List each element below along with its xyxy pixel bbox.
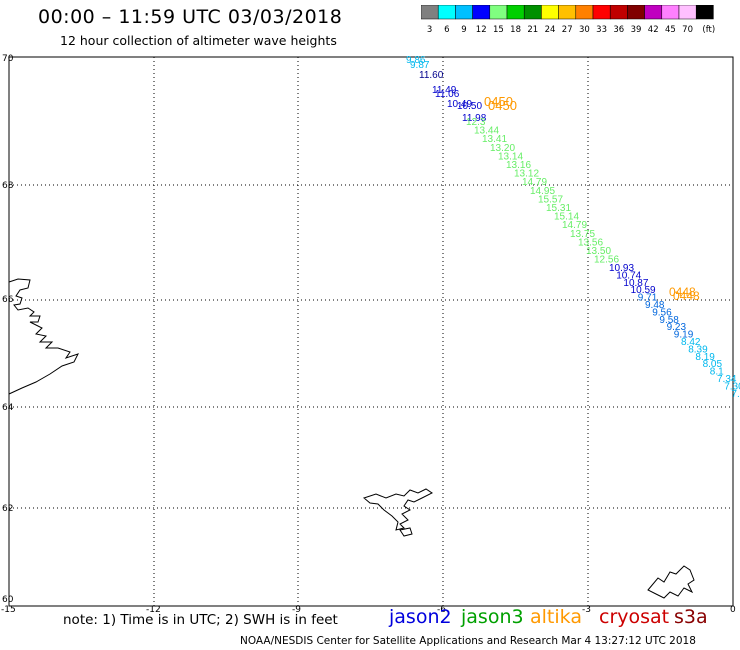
legend-altika: altika: [530, 606, 582, 628]
wave-height-label: 14.95: [530, 186, 555, 197]
page-subtitle: 12 hour collection of altimeter wave hei…: [60, 33, 337, 48]
lon-label: -15: [1, 605, 16, 615]
legend-jason3: jason3: [461, 606, 524, 628]
wave-height-label: 9.19: [674, 330, 694, 341]
wave-height-label: 12.56: [594, 255, 619, 266]
wave-height-label: 13.16: [506, 160, 531, 171]
lat-label: 62: [2, 504, 13, 514]
wave-height-label: 10.87: [623, 278, 648, 289]
wave-height-label: 8.39: [688, 344, 708, 355]
wave-height-label: 13.41: [482, 134, 507, 145]
wave-height-label: 7.30: [724, 381, 740, 392]
color-scale-label: 70: [682, 25, 693, 35]
lon-label: -12: [146, 605, 161, 615]
altika-wave-label: 0450: [484, 94, 513, 109]
wave-height-label: 11.06: [435, 89, 460, 100]
wave-height-label: 10.74: [616, 270, 641, 281]
wave-height-label: 9.58: [659, 315, 679, 326]
lon-label: -6: [437, 605, 446, 615]
color-scale-label: 9: [461, 25, 466, 35]
wave-height-label: 7.59: [731, 389, 740, 400]
altika-wave-label: 0448: [673, 289, 700, 303]
wave-height-label: 8.1: [710, 367, 724, 378]
color-scale-label: 3: [427, 25, 432, 35]
wave-height-label: 11.98: [462, 113, 487, 124]
lat-label: 68: [2, 181, 14, 191]
wave-height-label: 13.50: [586, 246, 611, 257]
shetland-islands-coastline: [647, 565, 695, 599]
color-scale-label: 24: [545, 25, 556, 35]
color-scale-label: 6: [444, 25, 449, 35]
color-scale-label: 30: [579, 25, 590, 35]
wave-height-label: 9.71: [638, 293, 658, 304]
wave-height-label: 12.3: [466, 117, 486, 128]
color-scale-label: 21: [527, 25, 538, 35]
wave-height-label: 13.14: [498, 151, 523, 162]
wave-height-label: 13.56: [578, 237, 603, 248]
wave-height-label: 15.57: [538, 194, 563, 205]
note-text: note: 1) Time is in UTC; 2) SWH is in fe…: [63, 612, 338, 628]
wave-height-label: 7.34: [717, 374, 737, 385]
legend-cryosat: cryosat: [599, 606, 670, 628]
faroe-islet-coastline: [399, 527, 413, 537]
wave-height-label: 15.31: [546, 203, 571, 214]
iceland-east-coastline: [8, 278, 79, 395]
lon-label: -9: [292, 605, 301, 615]
color-scale-label: 45: [665, 25, 676, 35]
wave-height-label: 9.86: [406, 55, 426, 66]
lat-label: 60: [2, 595, 14, 605]
color-scale-legend: 3 6 9 12 15 18 21 24 27 30 33 36 39 42 45 70 (ft): [421, 5, 715, 35]
lat-label: 66: [2, 295, 14, 305]
color-scale-label: 42: [648, 25, 659, 35]
page-title: 00:00 – 11:59 UTC 03/03/2018: [38, 6, 343, 28]
wave-height-label: 8.19: [695, 352, 715, 363]
color-scale-label: 12: [476, 25, 487, 35]
wave-height-label: 9.23: [667, 322, 687, 333]
legend-s3a: s3a: [674, 606, 708, 628]
wave-height-label: 13.20: [490, 143, 515, 154]
wave-height-label: 8.05: [703, 359, 723, 370]
footer-credit: NOAA/NESDIS Center for Satellite Applica…: [240, 635, 696, 647]
color-scale-label: (ft): [702, 25, 715, 35]
wave-height-label: 11.49: [432, 85, 457, 96]
color-scale-label: 15: [493, 25, 504, 35]
wave-height-label: 13.44: [474, 126, 499, 137]
wave-height-label: 10.49: [447, 99, 472, 110]
wave-height-label: 10.50: [457, 101, 482, 112]
color-scale-label: 39: [631, 25, 642, 35]
wave-height-label: 10.93: [609, 263, 634, 274]
color-scale-label: 18: [510, 25, 521, 35]
altika-wave-label: 0448: [669, 285, 696, 299]
color-scale-label: 36: [613, 25, 624, 35]
color-swatch: [695, 5, 714, 20]
graticule: [9, 57, 733, 606]
wave-height-label: 9.87: [410, 60, 430, 71]
wave-height-label: 10.59: [631, 285, 656, 296]
map-frame: [8, 56, 734, 607]
faroe-islands-coastline: [362, 488, 433, 531]
wave-height-label: 13.12: [514, 169, 539, 180]
wave-height-label: 14.79: [522, 177, 547, 188]
color-scale-label: 33: [596, 25, 607, 35]
lat-label: 70: [2, 54, 14, 64]
lon-label: 0: [730, 605, 736, 615]
legend-jason2: jason2: [389, 606, 452, 628]
wave-height-label: 15.14: [554, 212, 579, 223]
altika-wave-label: 0450: [488, 98, 517, 113]
wave-height-label: 9.56: [652, 307, 672, 318]
wave-height-label: 9.48: [645, 300, 665, 311]
wave-height-label: 14.79: [562, 220, 587, 231]
wave-height-label: 13.75: [570, 229, 595, 240]
lat-label: 64: [2, 403, 14, 413]
wave-height-label: 8.42: [681, 337, 701, 348]
lon-label: -3: [582, 605, 591, 615]
color-scale-label: 27: [562, 25, 573, 35]
wave-height-label: 11.60: [419, 70, 444, 81]
